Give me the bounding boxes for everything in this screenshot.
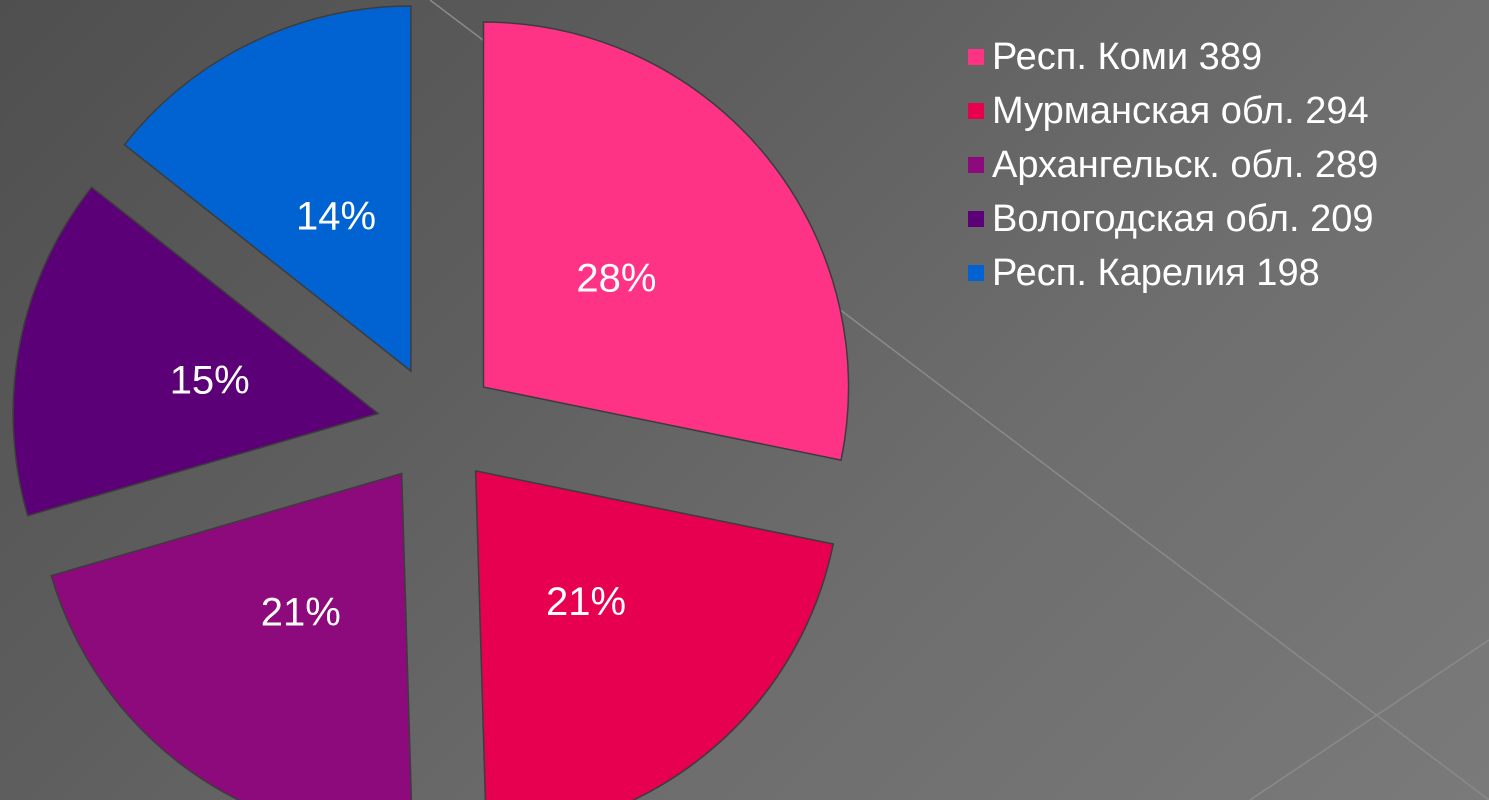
pie-chart: 28% 21% 21% 15% 14% [12, 5, 850, 800]
pie-slice-4 [12, 186, 380, 517]
legend-swatch-3 [968, 157, 984, 173]
pie-slice-1 [482, 21, 850, 462]
legend-swatch-5 [968, 265, 984, 281]
legend-swatch-2 [968, 103, 984, 119]
legend-item-2: Мурманская обл. 294 [968, 84, 1378, 138]
slice-percent-label-5: 14% [296, 195, 376, 239]
legend-label-2: Мурманская обл. 294 [992, 89, 1369, 132]
pie-slice-3 [50, 472, 413, 800]
legend-swatch-1 [968, 49, 984, 65]
background-corner-line [1249, 639, 1489, 800]
pie-slice-2 [474, 469, 835, 800]
slice-percent-label-1: 28% [576, 257, 656, 301]
pie-slice-5 [123, 5, 412, 373]
slice-percent-label-2: 21% [546, 580, 626, 624]
legend-item-5: Респ. Карелия 198 [968, 246, 1378, 300]
legend-label-3: Архангельск. обл. 289 [992, 143, 1379, 186]
legend-swatch-4 [968, 211, 984, 227]
slice-percent-label-4: 15% [170, 359, 250, 403]
legend-item-3: Архангельск. обл. 289 [968, 138, 1378, 192]
legend-label-5: Респ. Карелия 198 [992, 251, 1320, 294]
chart-legend: Респ. Коми 389 Мурманская обл. 294 Арханге… [968, 30, 1378, 300]
legend-label-4: Вологодская обл. 209 [992, 197, 1374, 240]
legend-item-1: Респ. Коми 389 [968, 30, 1378, 84]
slice-percent-label-3: 21% [261, 590, 341, 634]
legend-label-1: Респ. Коми 389 [992, 35, 1263, 78]
legend-item-4: Вологодская обл. 209 [968, 192, 1378, 246]
